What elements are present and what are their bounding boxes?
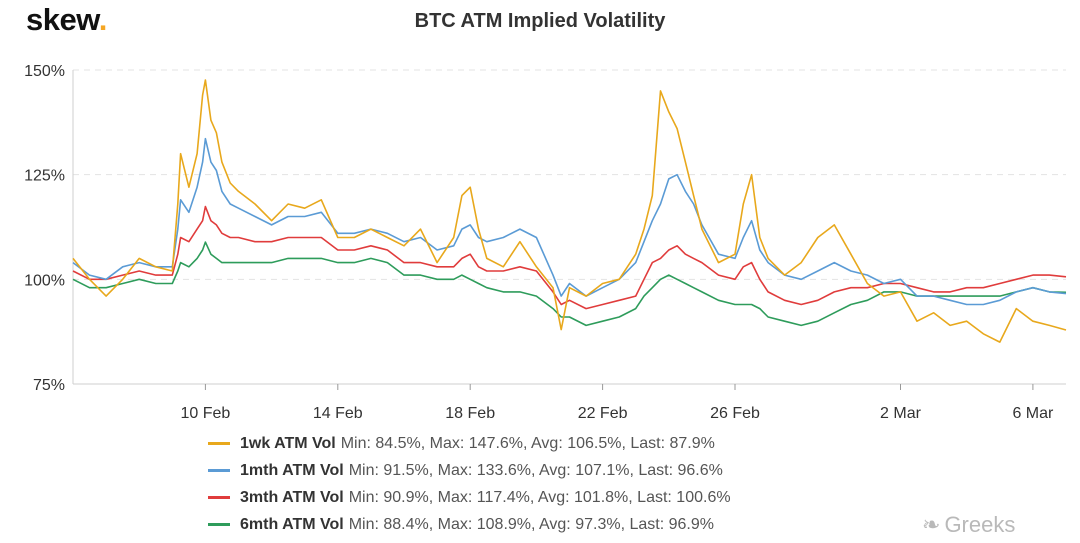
axes — [72, 70, 1066, 390]
legend-series-stats: Min: 90.9%, Max: 117.4%, Avg: 101.8%, La… — [348, 488, 731, 506]
legend-item[interactable]: 1wk ATM Vol Min: 84.5%, Max: 147.6%, Avg:… — [208, 430, 731, 457]
legend-swatch — [208, 523, 230, 526]
watermark: ❧ Greeks — [922, 512, 1015, 538]
y-tick-label: 100% — [24, 272, 65, 289]
line-chart: 75% 100% 125% 150% 10 Feb 14 Feb 18 Feb 22 Feb 2… — [24, 63, 1067, 420]
legend-series-stats: Min: 91.5%, Max: 133.6%, Avg: 107.1%, La… — [348, 461, 723, 479]
series-line-3mth — [72, 205, 1067, 310]
wechat-icon: ❧ — [922, 512, 941, 537]
legend-item[interactable]: 1mth ATM Vol Min: 91.5%, Max: 133.6%, Avg… — [208, 457, 731, 484]
legend-series-name: 6mth ATM Vol — [240, 515, 344, 533]
series-line-1wk — [72, 79, 1067, 343]
y-tick-label: 150% — [24, 63, 65, 80]
x-tick-label: 10 Feb — [180, 405, 230, 420]
x-tick-label: 18 Feb — [445, 405, 495, 420]
series-line-6mth — [72, 241, 1067, 327]
chart-title: BTC ATM Implied Volatility — [414, 10, 666, 32]
legend: 1wk ATM Vol Min: 84.5%, Max: 147.6%, Avg:… — [208, 430, 731, 538]
legend-series-name: 3mth ATM Vol — [240, 488, 344, 506]
x-tick-label: 14 Feb — [313, 405, 363, 420]
watermark-text: Greeks — [944, 512, 1016, 537]
tick-labels: 75% 100% 125% 150% 10 Feb 14 Feb 18 Feb 22 Feb 2… — [24, 63, 1054, 420]
x-tick-label: 26 Feb — [710, 405, 760, 420]
y-tick-label: 125% — [24, 168, 65, 185]
legend-item[interactable]: 3mth ATM Vol Min: 90.9%, Max: 117.4%, Avg… — [208, 484, 731, 511]
grid-lines — [73, 69, 1066, 280]
series-line-1mth — [72, 137, 1067, 306]
series-lines — [72, 79, 1067, 343]
x-tick-label: 6 Mar — [1012, 405, 1054, 420]
brand-name: skew — [26, 2, 99, 37]
legend-series-name: 1wk ATM Vol — [240, 434, 336, 452]
brand-dot: . — [98, 2, 108, 37]
legend-swatch — [208, 469, 230, 472]
legend-item[interactable]: 6mth ATM Vol Min: 88.4%, Max: 108.9%, Avg… — [208, 511, 731, 538]
legend-series-stats: Min: 88.4%, Max: 108.9%, Avg: 97.3%, Las… — [348, 515, 714, 533]
y-tick-label: 75% — [33, 377, 65, 394]
legend-series-name: 1mth ATM Vol — [240, 461, 344, 479]
legend-swatch — [208, 442, 230, 445]
legend-swatch — [208, 496, 230, 499]
skew-logo: skew. — [26, 2, 107, 38]
legend-series-stats: Min: 84.5%, Max: 147.6%, Avg: 106.5%, La… — [340, 434, 715, 452]
x-tick-label: 22 Feb — [578, 405, 628, 420]
x-tick-label: 2 Mar — [880, 405, 922, 420]
